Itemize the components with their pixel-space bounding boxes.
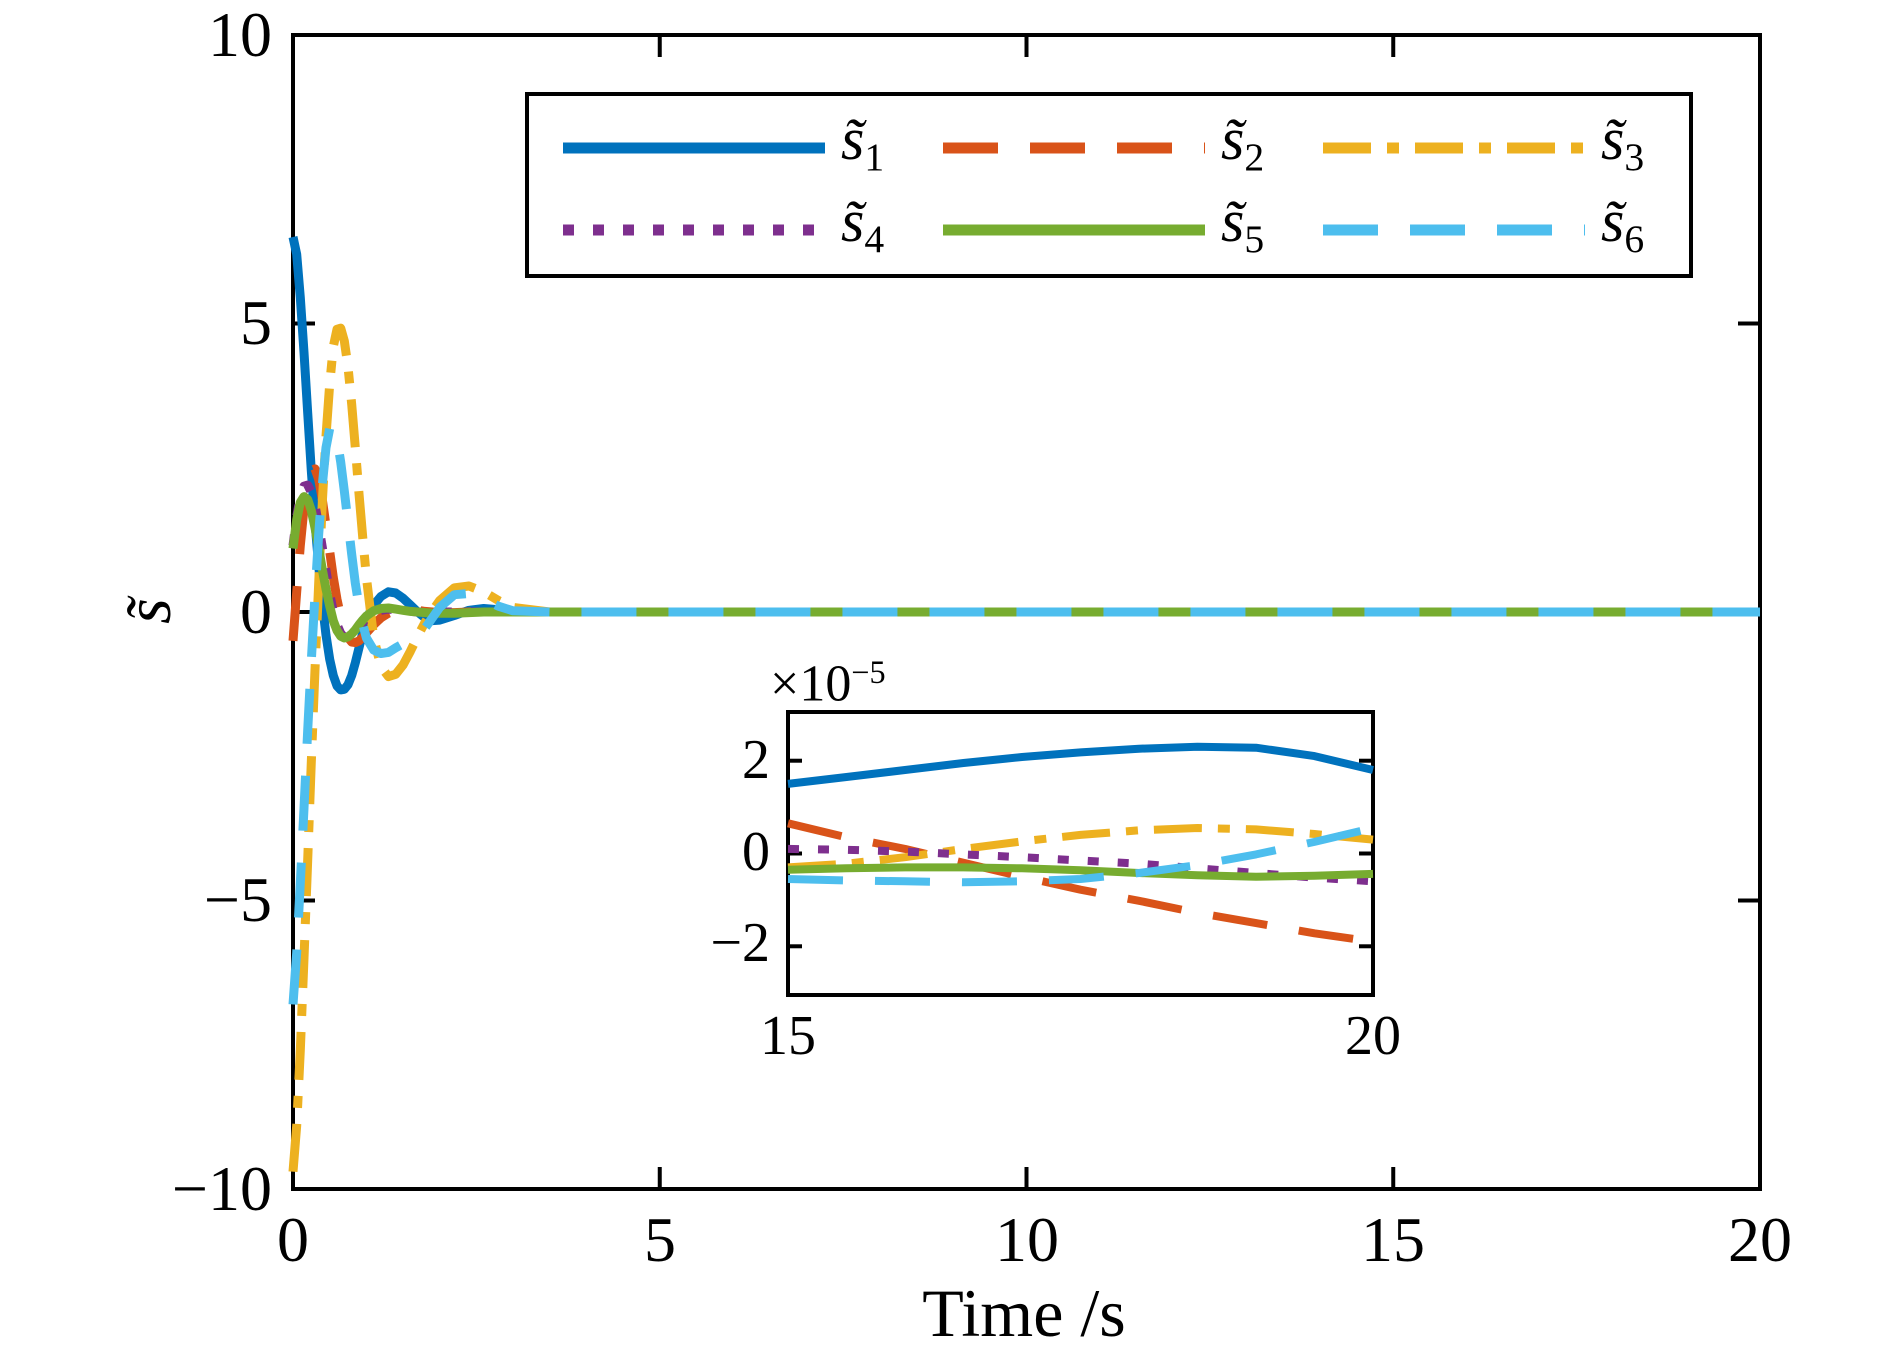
legend-label-base: s̃ [1221, 105, 1245, 172]
inset-series-s3-line [787, 824, 1374, 872]
legend-label-sub: 2 [1244, 135, 1265, 180]
legend-entry-s4: s̃4 [563, 191, 884, 261]
legend-label-s6: s̃6 [1601, 191, 1644, 269]
legend-line-sample-s4 [563, 224, 825, 236]
inset-scale-exponent: −5 [851, 654, 886, 690]
legend-label-s4: s̃4 [841, 191, 884, 269]
legend-line-sample-s5 [943, 224, 1205, 236]
legend-line-sample-s2 [943, 142, 1205, 154]
legend-label-sub: 3 [1624, 135, 1645, 180]
inset-scale-label: ×10−5 [770, 644, 886, 713]
legend-line-sample-s6 [1323, 224, 1585, 236]
legend-entry-s6: s̃6 [1323, 191, 1644, 261]
inset-y-tick-label-2: 2 [742, 729, 770, 791]
y-tick-label-m5: −5 [203, 864, 272, 935]
legend-label-base: s̃ [841, 187, 865, 254]
y-tick-label-5: 5 [240, 287, 272, 358]
inset-y-tick-label-m2: −2 [710, 912, 770, 974]
legend-label-sub: 5 [1244, 217, 1265, 262]
legend-entry-s5: s̃5 [943, 191, 1264, 261]
x-tick-label-20: 20 [1728, 1204, 1792, 1275]
legend-label-sub: 1 [864, 135, 885, 180]
legend-label-s1: s̃1 [841, 109, 884, 187]
y-axis-label: s̃ [112, 598, 185, 624]
legend-entry-s3: s̃3 [1323, 109, 1644, 179]
inset-series-s1-line [787, 742, 1374, 788]
inset-series-s6-line [787, 824, 1374, 887]
inset-series-s5-line [787, 863, 1374, 881]
y-tick-label-m10: −10 [171, 1153, 272, 1224]
main-series-s5-line [288, 492, 1760, 643]
inset-y-tick-label-0: 0 [742, 821, 770, 883]
x-axis-label: Time /s [922, 1275, 1126, 1351]
legend-label-sub: 6 [1624, 217, 1645, 262]
inset-plot [786, 710, 1375, 997]
main-series-s3-line [288, 323, 1760, 1173]
x-tick-label-15: 15 [1361, 1204, 1425, 1275]
y-tick-label-0: 0 [240, 576, 272, 647]
main-plot [288, 33, 1762, 1191]
legend-entry-s1: s̃1 [563, 109, 884, 179]
inset-x-tick-label-20: 20 [1345, 1005, 1401, 1067]
x-tick-label-5: 5 [644, 1204, 676, 1275]
x-tick-label-10: 10 [995, 1204, 1059, 1275]
main-series-s2-line [288, 464, 1760, 648]
legend-label-base: s̃ [1221, 187, 1245, 254]
legend-label-s3: s̃3 [1601, 109, 1644, 187]
legend-label-sub: 4 [864, 217, 885, 262]
y-tick-label-10: 10 [208, 0, 272, 70]
legend-label-base: s̃ [841, 105, 865, 172]
main-series-s1-line [288, 236, 1760, 695]
legend-box: s̃1 s̃2 s̃3 s̃4 s̃5 s̃6 [525, 92, 1693, 278]
legend-label-base: s̃ [1601, 105, 1625, 172]
legend-label-base: s̃ [1601, 187, 1625, 254]
legend-label-s2: s̃2 [1221, 109, 1264, 187]
legend-line-sample-s1 [563, 142, 825, 154]
legend-line-sample-s3 [1323, 142, 1585, 154]
inset-scale-base: ×10 [770, 655, 852, 713]
legend-entry-s2: s̃2 [943, 109, 1264, 179]
inset-series-s2-line [787, 819, 1374, 946]
x-tick-label-0: 0 [277, 1204, 309, 1275]
legend-label-s5: s̃5 [1221, 191, 1264, 269]
main-series-s6-line [288, 422, 1760, 1005]
inset-x-tick-label-15: 15 [760, 1005, 816, 1067]
